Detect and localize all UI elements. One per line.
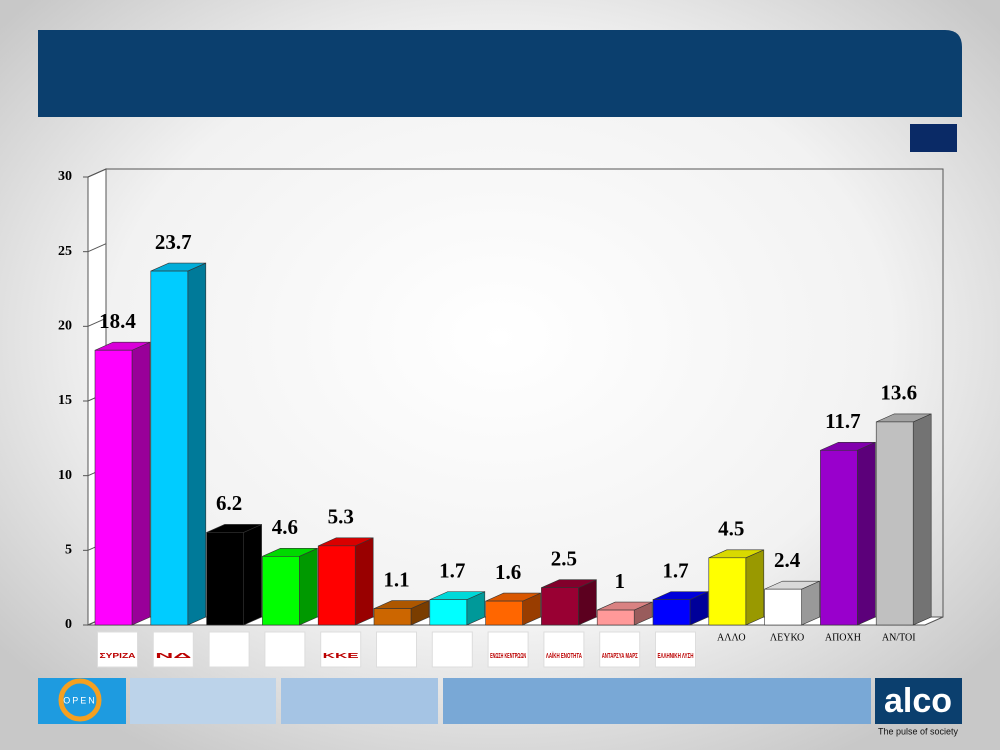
value-label: 23.7 [155,230,192,254]
value-label: 5.3 [328,505,354,529]
bar [820,449,858,626]
footer-bar [130,678,276,724]
brand: alco [884,682,952,720]
party-logo [97,631,138,668]
party-logo [655,631,696,668]
wall-tick [87,168,107,178]
bar [708,557,747,626]
party-logo [264,631,306,668]
x-tick-label: ΑΠΟΧΗ [825,632,861,643]
channel-name: OPEN [63,695,97,705]
header-tab [910,124,957,152]
value-label: 1.6 [495,560,521,584]
footer-logo-box [38,678,126,724]
bar [429,599,468,626]
value-label: 13.6 [880,381,917,405]
value-label: 11.7 [825,409,861,433]
x-tick-label: ΛΕΥΚΟ [770,632,804,643]
bar-side [745,549,765,626]
y-tick-label: 5 [65,543,72,558]
x-tick-label: ΛΑΪΚΗ ΕΝΟΤΗΤΑ [546,652,582,660]
y-tick-label: 0 [65,617,72,632]
y-tick-label: 20 [58,319,72,334]
bar [652,599,691,626]
value-label: 1.7 [439,558,465,582]
bar [875,421,914,626]
x-tick-label: ΚΚΕ [323,653,360,660]
bar [485,600,523,626]
bar [206,532,244,626]
party-logo [599,631,641,668]
header-band [38,30,962,117]
x-tick-label: ΕΛΛΗΝΙΚΗ ΛΥΣΗ [658,653,694,660]
bar [373,608,412,626]
y-tick-label: 25 [58,244,72,259]
x-tick-label: ΑΝ/ΤΟΙ [882,632,916,643]
party-logo [208,631,250,668]
bar [596,609,635,626]
value-label: 2.5 [551,546,577,570]
party-logo [376,631,417,668]
value-label: 1.7 [662,558,688,582]
bar [541,587,579,626]
party-logo [152,631,194,668]
bar [94,349,133,626]
bar-side [354,537,374,626]
value-label: 1 [614,569,625,593]
value-label: 1.1 [383,567,409,591]
value-label: 18.4 [99,309,136,333]
footer-bar [281,678,438,724]
party-logo [320,631,362,668]
wall-tick [87,243,107,253]
footer-bar [443,678,871,724]
value-label: 6.2 [216,491,242,515]
bar-side [187,262,207,626]
party-logo [487,631,529,668]
x-tick-label: ΕΝΩΣΗ ΚΕΝΤΡΩΩΝ [490,653,526,660]
y-tick-label: 10 [58,468,72,483]
bar [262,556,300,626]
value-label: 2.4 [774,548,801,572]
bar-side [299,547,318,626]
x-tick-label: ΑΝΤΑΡΣΥΑ ΜΑΡΣ [602,653,638,660]
wall-tick [87,317,107,327]
tagline: The pulse of society [878,726,959,736]
bar [150,270,189,626]
bar [764,588,802,626]
x-tick-label: ΑΛΛΟ [717,632,746,643]
y-tick-label: 15 [58,393,72,408]
y-tick-label: 30 [58,169,72,184]
value-label: 4.6 [272,515,298,539]
bar-side [912,413,932,626]
x-tick-label: ΝΔ [155,653,191,660]
plot: 0 5 10 15 20 25 30 18.4 ΣΥΡΙΖΑ 23.7 ΝΔ 6.2 4.6 5.3 ΚΚΕ… [58,168,944,668]
bar-side [243,523,262,626]
bar [317,545,356,626]
value-label: 4.5 [718,517,744,541]
bar-side [131,341,151,626]
party-logo [431,631,473,668]
open-ring [58,678,102,722]
x-tick-label: ΣΥΡΙΖΑ [100,653,136,660]
brand-box [875,678,962,724]
party-logo [543,631,585,668]
bar-side [857,441,876,626]
